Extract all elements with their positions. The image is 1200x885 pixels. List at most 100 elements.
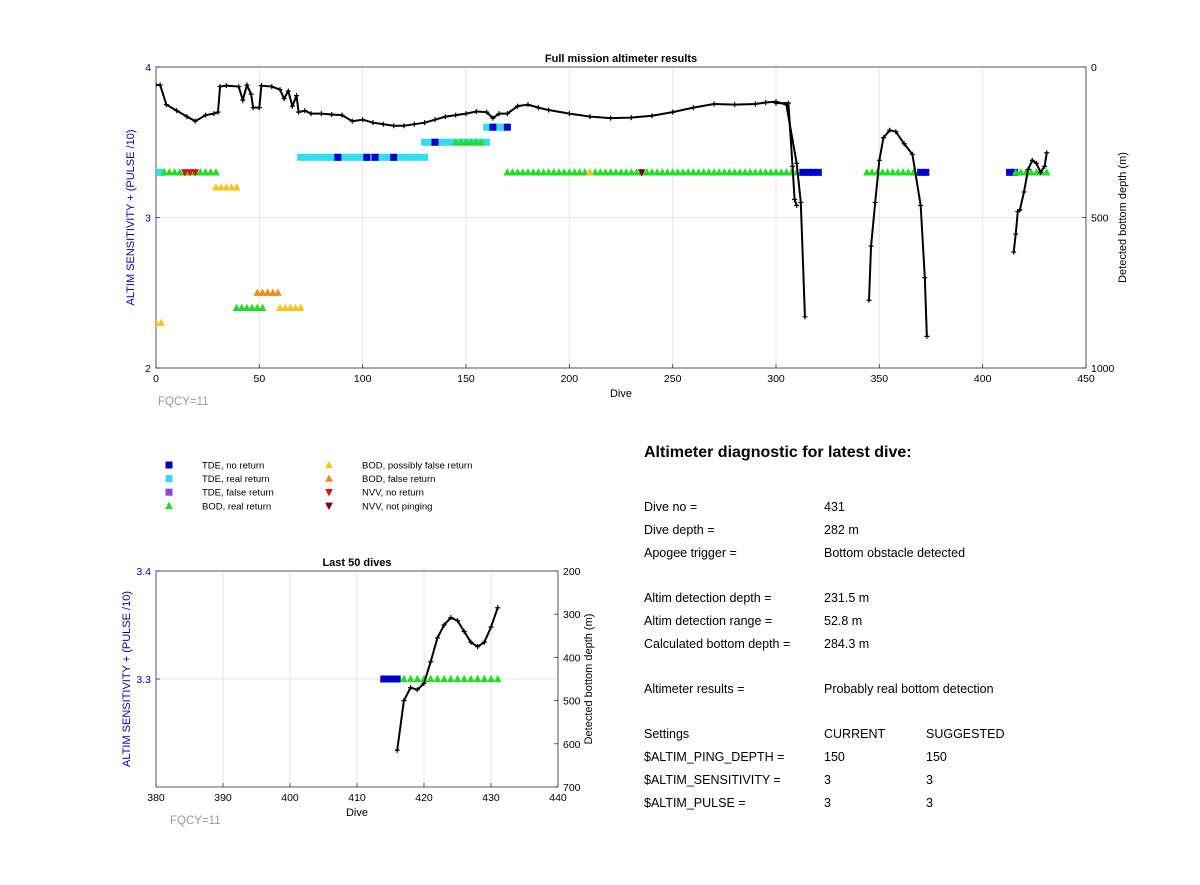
altim-marker-bod_real [477,138,486,146]
bottom-depth-point [250,105,256,111]
bottom-depth-point [401,698,407,704]
altim-marker-bod_real [232,303,241,311]
legend-label: TDE, real return [202,474,270,485]
altim-marker-bod_real [735,168,744,176]
altim-marker-bod_real [622,168,631,176]
bottom-depth-point [484,109,490,115]
x-tick-label: 250 [664,373,682,385]
altim-marker-bod_real [1011,168,1020,176]
altim-marker-bod_false [263,288,272,296]
y-axis-label: ALTIM SENSITIVITY + (PULSE /10) [121,591,133,767]
altim-marker-tde_real [395,153,403,161]
altim-marker-bod_real [663,168,672,176]
bottom-depth-point [211,111,217,117]
altim-marker-bod_real [440,674,448,683]
y2-tick-label: 1000 [1091,363,1115,375]
legend-label: NVV, not pinging [362,501,432,512]
altim-marker-tde_real [385,153,392,161]
y-tick-label: 3.3 [136,674,151,686]
bottom-depth-point [876,157,882,163]
bottom-depth-point [192,118,198,124]
diagnostic-label: Altimeter results = [644,682,745,696]
bottom-depth-point [670,109,676,115]
y2-tick-label: 500 [563,696,581,708]
altim-marker-bod_real [766,168,775,176]
bottom-depth-point [1025,166,1031,172]
altim-marker-bod_real [243,303,251,311]
altim-marker-tde_no [804,168,812,176]
x-tick-label: 450 [1077,373,1095,385]
fqcy-label: FQCY=11 [170,815,221,827]
bottom-depth-point [339,112,345,118]
altim-marker-tde_real [400,153,408,161]
x-tick-label: 410 [348,792,366,804]
altim-marker-nvv_no [186,169,194,177]
legend-marker-tde_no [165,461,173,469]
altim-marker-bod_real [741,168,749,176]
altim-marker-nvv_notping [637,169,646,177]
diagnostic-label: Calculated bottom depth = [644,637,791,651]
altim-marker-tde_real [483,123,491,131]
bottom-depth-point [504,111,510,117]
bottom-depth-point [461,628,467,634]
bottom-depth-point [1044,150,1050,156]
altim-marker-tde_real [317,153,325,161]
bottom-depth-point [442,114,448,120]
altim-marker-bod_possible [586,168,594,176]
bottom-depth-line [396,607,499,751]
diagnostic-label: $ALTIM_PING_DEPTH = [644,750,785,764]
altim-marker-tde_real [436,138,444,146]
altim-marker-tde_real [328,153,336,161]
altim-marker-tde_real [354,153,361,161]
y2-axis-label: Detected bottom depth (m) [1117,152,1129,283]
altim-marker-bod_real [170,168,179,176]
altim-marker-bod_real [555,168,563,176]
bottom-depth-point [163,102,169,108]
bottom-depth-point [481,639,487,645]
legend-marker-bod_false [325,474,333,482]
bottom-depth-point [256,105,262,111]
x-tick-label: 430 [482,792,500,804]
altim-marker-bod_real [570,168,579,176]
altim-marker-bod_real [433,674,442,683]
bottom-depth-point [401,123,407,129]
altim-marker-bod_possible [222,183,231,191]
altim-marker-tde_real [410,153,418,161]
bottom-depth-point [441,622,447,628]
altim-marker-bod_possible [212,183,220,191]
diagnostic-label: Settings [644,727,690,741]
altim-marker-bod_possible [156,318,160,326]
altim-marker-bod_real [237,303,246,311]
bottom-depth-point [922,275,928,281]
bottom-depth-point [496,111,502,117]
altim-marker-nvv_no [181,169,189,177]
bottom-depth-point [587,114,593,120]
bottom-depth-point [515,103,521,109]
bottom-depth-point [880,135,886,141]
y2-tick-label: 0 [1091,62,1097,74]
chart-title: Full mission altimeter results [545,53,697,65]
bottom-depth-point [269,84,275,90]
diagnostic-value: 3 [824,773,831,787]
bottom-depth-point [792,196,798,202]
altim-marker-tde_no [380,675,388,683]
bottom-depth-point [868,243,874,249]
altim-marker-tde_no [809,168,817,176]
altim-marker-tde_no [387,675,394,683]
bottom-depth-point [1021,189,1027,195]
bottom-depth-point [488,624,494,630]
altim-marker-bod_possible [286,303,295,311]
bottom-depth-point [909,151,915,157]
altim-marker-bod_real [878,168,887,176]
altim-marker-tde_real [307,153,315,161]
altim-marker-bod_real [668,168,677,176]
bottom-depth-point [223,83,229,89]
altim-marker-bod_real [529,168,538,176]
bottom-depth-point [432,117,438,123]
bottom-depth-point [428,659,434,665]
altim-marker-bod_real [596,168,605,176]
bottom-depth-point [887,127,893,133]
altim-marker-tde_real [343,153,351,161]
x-tick-label: 420 [415,792,433,804]
bottom-depth-point [370,120,376,126]
